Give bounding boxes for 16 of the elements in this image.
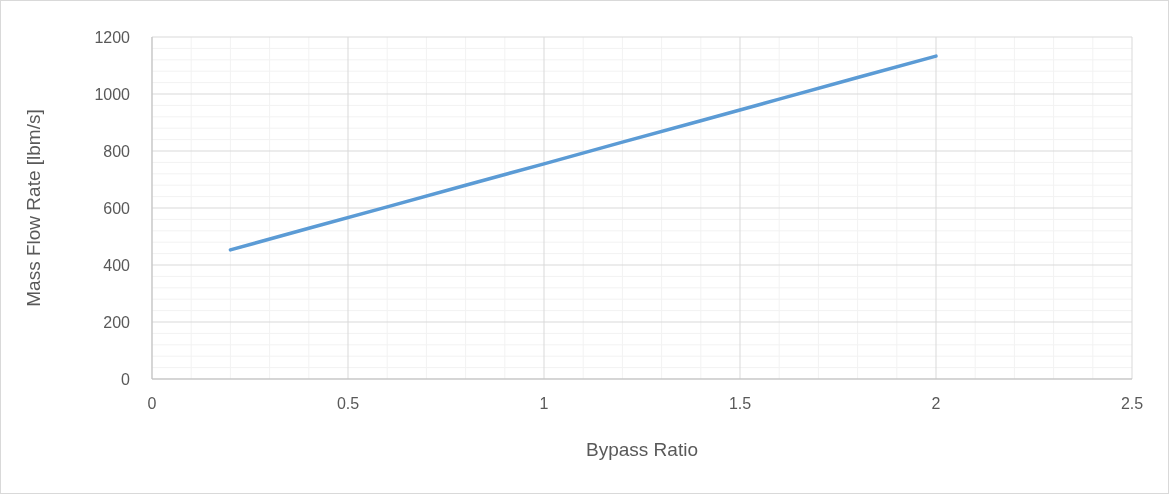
- y-tick-label: 200: [103, 313, 131, 331]
- y-axis-title: Mass Flow Rate [lbm/s]: [23, 109, 44, 307]
- x-tick-label: 0: [147, 395, 157, 412]
- y-tick-label: 1200: [94, 28, 131, 46]
- y-tick-label: 600: [103, 199, 131, 217]
- x-tick-label: 2: [931, 395, 941, 412]
- y-tick-label: 400: [103, 256, 131, 274]
- x-axis-title: Bypass Ratio: [586, 439, 698, 460]
- y-tick-label: 0: [121, 370, 131, 388]
- line-series: [228, 54, 938, 252]
- x-tick-label: 1.5: [728, 395, 752, 412]
- y-tick-label: 800: [103, 142, 131, 160]
- y-tick-label: 1000: [94, 85, 131, 103]
- x-tick-label: 2.5: [1120, 395, 1144, 412]
- x-tick-label: 1: [539, 395, 549, 412]
- x-tick-label: 0.5: [336, 395, 360, 412]
